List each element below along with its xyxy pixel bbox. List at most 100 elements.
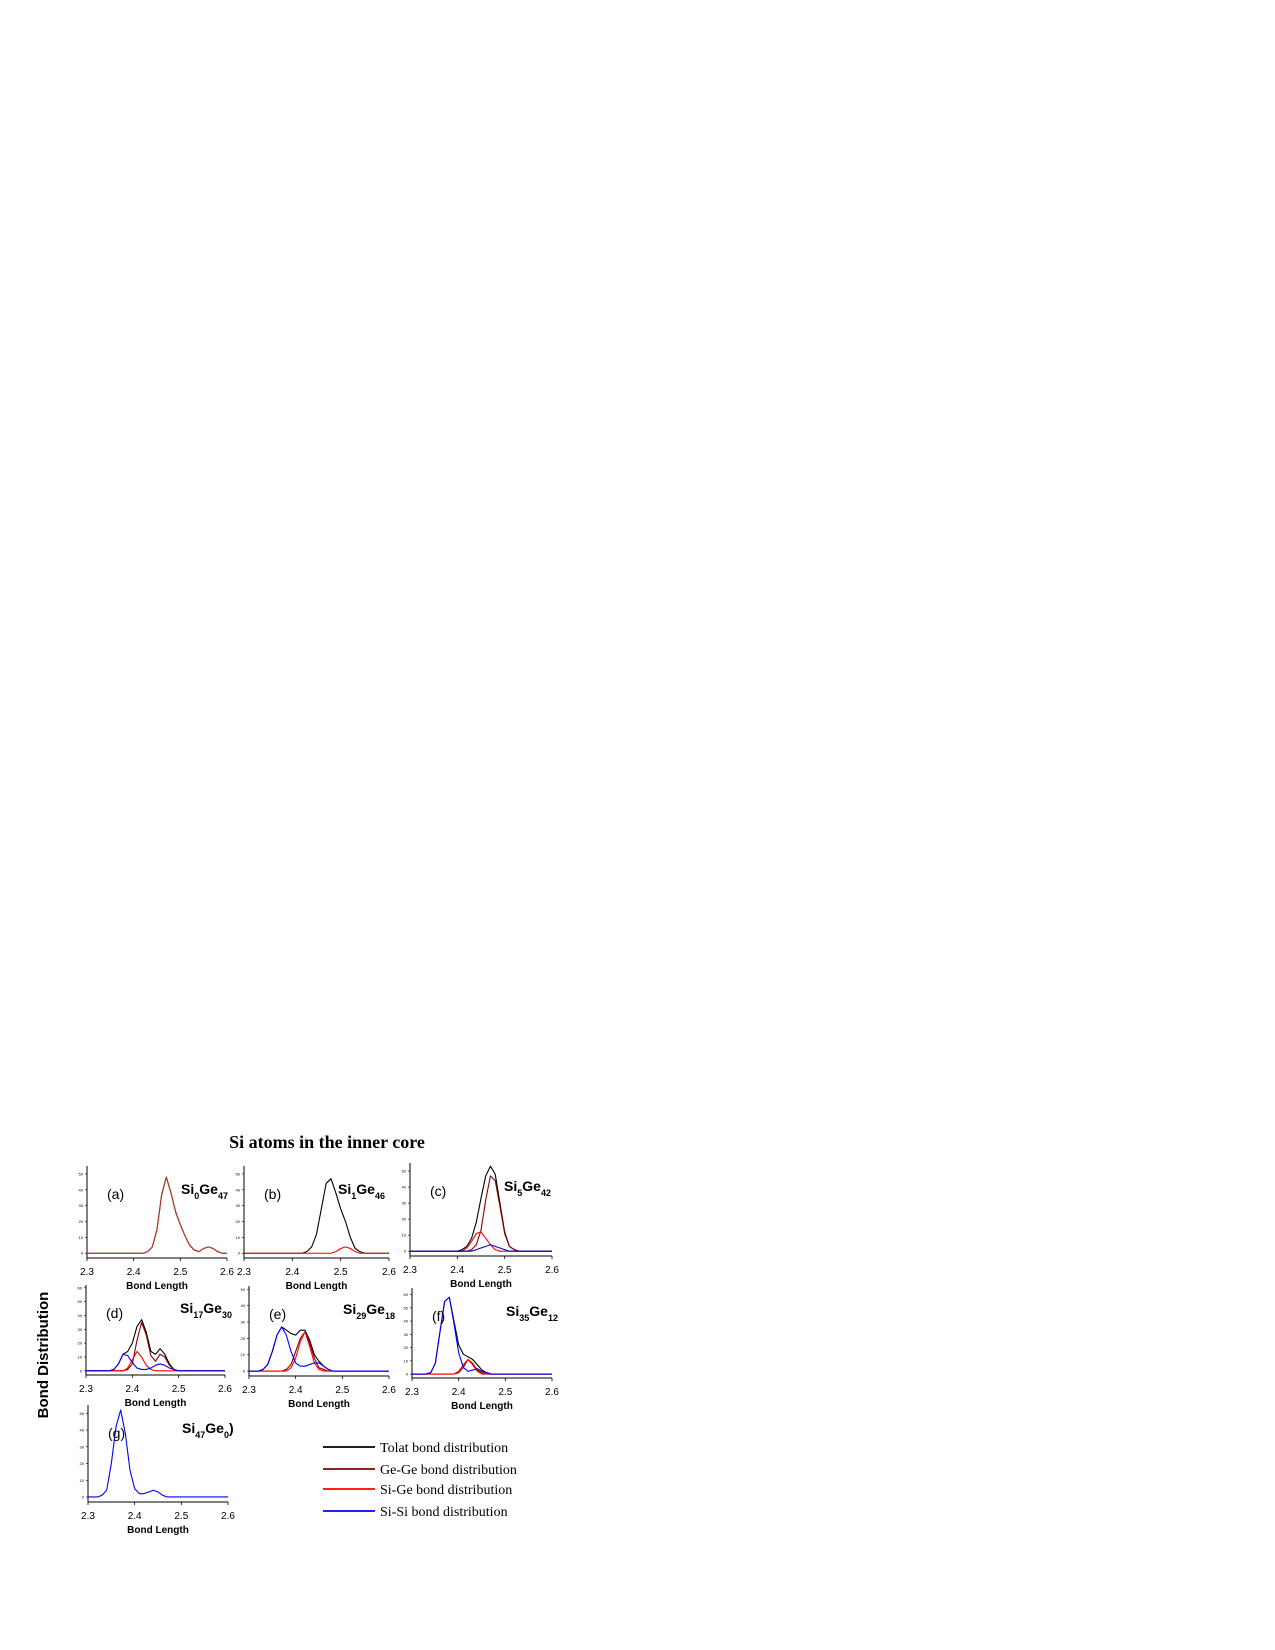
x-tick-label: 2.4	[289, 1385, 303, 1396]
y-tick-label: 30	[80, 1444, 85, 1449]
x-tick-label: 2.3	[405, 1387, 419, 1398]
x-tick-label: 2.4	[450, 1265, 464, 1276]
formula-subscript: 0	[224, 1430, 229, 1440]
formula-part: Si	[343, 1301, 356, 1317]
series-line	[86, 1319, 225, 1372]
y-tick-label: 0	[243, 1369, 246, 1374]
y-tick-label: 10	[79, 1235, 84, 1240]
x-tick-label: 2.3	[79, 1384, 93, 1395]
x-tick-label: 2.4	[285, 1267, 299, 1278]
formula-part: Ge	[366, 1301, 385, 1317]
formula-subscript: 5	[517, 1188, 522, 1198]
figure-title: Si atoms in the inner core	[229, 1132, 425, 1152]
formula-part: Ge	[205, 1420, 224, 1436]
x-axis-label: Bond Length	[127, 1525, 189, 1536]
y-tick-label: 20	[236, 1219, 241, 1224]
panel-label: (f)	[432, 1308, 445, 1324]
y-tick-label: 10	[78, 1355, 83, 1360]
formula-subscript: 1	[351, 1191, 356, 1201]
series-line	[88, 1409, 228, 1498]
series-line	[249, 1331, 389, 1372]
formula-subscript: 0	[194, 1191, 199, 1201]
formula: Si5Ge42	[504, 1178, 551, 1198]
y-tick-label: 50	[236, 1171, 241, 1176]
y-tick-label: 30	[78, 1327, 83, 1332]
x-tick-label: 2.5	[498, 1265, 512, 1276]
formula-subscript: 47	[195, 1430, 205, 1440]
legend-label: Ge-Ge bond distribution	[380, 1463, 517, 1478]
x-tick-label: 2.4	[128, 1511, 142, 1522]
x-tick-label: 2.5	[335, 1385, 349, 1396]
y-tick-label: 20	[79, 1219, 84, 1224]
y-tick-label: 40	[78, 1313, 83, 1318]
formula-subscript: 35	[519, 1313, 529, 1323]
x-tick-label: 2.4	[125, 1384, 139, 1395]
formula: Si0Ge47	[181, 1181, 228, 1201]
legend-label: Si-Si bond distribution	[380, 1505, 508, 1520]
legend-label: Si-Ge bond distribution	[380, 1483, 512, 1498]
y-tick-label: 60	[404, 1292, 409, 1297]
series-line	[86, 1321, 225, 1372]
formula-subscript: 46	[375, 1191, 385, 1201]
y-tick-label: 40	[236, 1187, 241, 1192]
y-tick-label: 10	[236, 1235, 241, 1240]
x-axis-label: Bond Length	[450, 1279, 512, 1290]
formula-subscript: 29	[356, 1311, 366, 1321]
formula-subscript: 47	[218, 1191, 228, 1201]
series-line	[412, 1296, 552, 1375]
y-tick-label: 10	[404, 1358, 409, 1363]
series-line	[249, 1331, 389, 1372]
y-tick-label: 30	[236, 1203, 241, 1208]
x-tick-label: 2.6	[545, 1265, 559, 1276]
x-axis-label: Bond Length	[288, 1399, 350, 1410]
formula-part: Ge	[529, 1303, 548, 1319]
x-axis-label: Bond Length	[125, 1398, 187, 1409]
y-tick-label: 40	[404, 1319, 409, 1324]
y-tick-label: 50	[78, 1299, 83, 1304]
x-axis-label: Bond Length	[451, 1401, 513, 1412]
series-line	[244, 1246, 389, 1254]
formula: Si17Ge30	[180, 1300, 232, 1320]
y-tick-label: 40	[80, 1428, 85, 1433]
formula-part: Si	[182, 1420, 195, 1436]
x-tick-label: 2.6	[218, 1384, 232, 1395]
panel-label: (e)	[269, 1306, 286, 1322]
formula-part: Ge	[522, 1178, 541, 1194]
y-tick-label: 0	[82, 1494, 85, 1499]
x-tick-label: 2.5	[174, 1511, 188, 1522]
x-tick-label: 2.6	[220, 1267, 234, 1278]
y-tick-label: 0	[406, 1372, 409, 1377]
formula-subscript: 17	[193, 1310, 203, 1320]
x-tick-label: 2.5	[498, 1387, 512, 1398]
panel-label: (c)	[430, 1183, 446, 1199]
formula-part: Ge	[199, 1181, 218, 1197]
y-tick-label: 50	[79, 1171, 84, 1176]
formula-subscript: 18	[385, 1311, 395, 1321]
x-axis-label: Bond Length	[126, 1281, 188, 1292]
y-tick-label: 10	[80, 1478, 85, 1483]
formula-part: Si	[506, 1303, 519, 1319]
y-tick-label: 20	[402, 1217, 407, 1222]
y-tick-label: 0	[238, 1251, 241, 1256]
y-tick-label: 0	[404, 1249, 407, 1254]
y-tick-label: 20	[241, 1336, 246, 1341]
y-tick-label: 40	[79, 1187, 84, 1192]
formula-subscript: 30	[222, 1310, 232, 1320]
y-tick-label: 30	[79, 1203, 84, 1208]
x-tick-label: 2.3	[237, 1267, 251, 1278]
y-tick-label: 40	[241, 1303, 246, 1308]
series-line	[249, 1326, 389, 1372]
x-tick-label: 2.6	[221, 1511, 235, 1522]
series-line	[249, 1326, 389, 1372]
y-tick-label: 50	[402, 1169, 407, 1174]
y-tick-label: 20	[404, 1345, 409, 1350]
formula-part: Si	[338, 1181, 351, 1197]
legend-label: Tolat bond distribution	[380, 1441, 508, 1456]
formula: Si35Ge12	[506, 1303, 558, 1323]
formula: Si47Ge0)	[182, 1420, 234, 1440]
y-tick-label: 30	[402, 1201, 407, 1206]
formula-part: Ge	[203, 1300, 222, 1316]
y-tick-label: 20	[80, 1461, 85, 1466]
formula-part: Si	[181, 1181, 194, 1197]
formula-subscript: 12	[548, 1313, 558, 1323]
